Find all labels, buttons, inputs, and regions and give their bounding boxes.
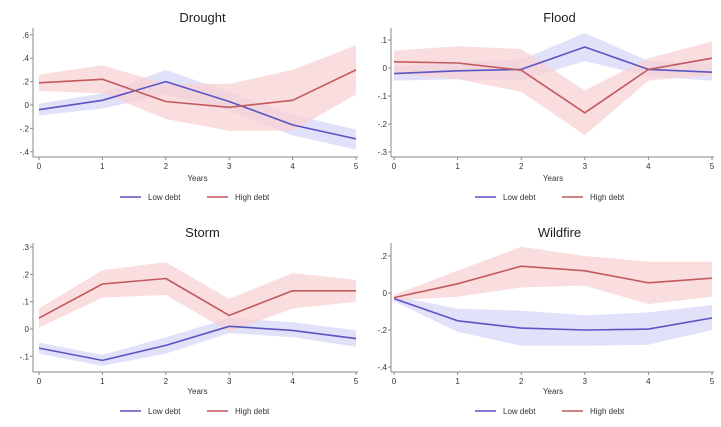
x-tick-label: 0: [37, 162, 42, 171]
x-axis-label: Years: [187, 174, 207, 183]
chart-title: Wildfire: [538, 225, 581, 240]
y-tick-label: .2: [22, 78, 29, 87]
ci-band-high-debt: [394, 246, 712, 305]
x-axis-label: Years: [543, 174, 563, 183]
series-line-low-debt: [38, 80, 357, 140]
legend: Low debt High debt: [475, 193, 625, 202]
x-tick-label: 5: [354, 377, 359, 386]
y-tick-label: -.3: [378, 148, 388, 157]
y-tick-label: -.4: [20, 148, 30, 157]
chart-title: Flood: [543, 10, 576, 25]
series-line-low-debt: [393, 297, 713, 331]
x-tick-label: 3: [583, 377, 588, 386]
series-line-high-debt: [393, 57, 713, 114]
legend-label-high-debt: High debt: [235, 407, 270, 416]
x-tick-label: 5: [354, 162, 359, 171]
x-tick-label: 4: [290, 162, 295, 171]
y-tick-label: -.1: [378, 92, 388, 101]
ci-band-high-debt: [39, 45, 356, 131]
x-tick-label: 5: [710, 377, 715, 386]
chart-title: Storm: [185, 225, 220, 240]
x-tick-label: 0: [37, 377, 42, 386]
panel-wildfire: Wildfire .2 0 -.2 -.4 0 1 2 3 4 5 Years Low debt High…: [378, 225, 715, 416]
x-tick-label: 3: [227, 377, 232, 386]
x-tick-label: 5: [710, 162, 715, 171]
series-line-high-debt: [38, 277, 356, 319]
ci-band-low-debt: [39, 318, 356, 366]
y-tick-label: -.2: [378, 326, 388, 335]
legend-label-low-debt: Low debt: [503, 193, 536, 202]
series-line-high-debt: [393, 265, 713, 299]
y-tick-label: -.4: [378, 363, 388, 372]
x-tick-label: 4: [646, 377, 651, 386]
series-line-low-debt: [393, 46, 713, 75]
x-tick-label: 1: [100, 162, 105, 171]
x-axis-label: Years: [543, 387, 563, 396]
x-tick-label: 2: [519, 162, 524, 171]
legend: Low debt High debt: [120, 407, 270, 416]
panel-drought: Drought .6 .4 .2 0 -.2 -.4 0 1 2 3 4 5 Years Low debt H…: [20, 10, 359, 202]
x-tick-label: 2: [519, 377, 524, 386]
series-line-low-debt: [38, 325, 357, 362]
x-tick-label: 1: [455, 162, 460, 171]
legend-label-high-debt: High debt: [590, 407, 625, 416]
legend: Low debt High debt: [120, 193, 270, 202]
legend-label-low-debt: Low debt: [148, 193, 181, 202]
x-tick-label: 1: [100, 377, 105, 386]
x-tick-label: 0: [392, 377, 397, 386]
x-tick-label: 2: [164, 162, 169, 171]
x-tick-label: 3: [227, 162, 232, 171]
x-tick-label: 2: [164, 377, 169, 386]
y-tick-label: .3: [22, 243, 29, 252]
y-tick-label: .6: [22, 31, 29, 40]
series-line-high-debt: [38, 69, 357, 109]
legend: Low debt High debt: [475, 407, 625, 416]
legend-label-low-debt: Low debt: [503, 407, 536, 416]
y-tick-label: .4: [22, 54, 29, 63]
panel-storm: Storm .3 .2 .1 0 -.1 0 1 2 3 4 5 Years Low debt High d…: [20, 225, 359, 416]
y-tick-label: .2: [380, 252, 387, 261]
y-tick-label: 0: [25, 325, 30, 334]
ci-band-low-debt: [394, 295, 712, 346]
legend-label-low-debt: Low debt: [148, 407, 181, 416]
x-tick-label: 0: [392, 162, 397, 171]
legend-label-high-debt: High debt: [235, 193, 270, 202]
y-tick-label: 0: [383, 64, 388, 73]
x-tick-label: 4: [290, 377, 295, 386]
panel-flood: Flood .1 0 -.1 -.2 -.3 0 1 2 3 4 5 Years Low debt High…: [378, 10, 715, 202]
x-tick-label: 1: [455, 377, 460, 386]
chart-title: Drought: [179, 10, 226, 25]
y-tick-label: 0: [25, 101, 30, 110]
y-tick-label: .1: [22, 298, 29, 307]
y-tick-label: 0: [383, 289, 388, 298]
y-tick-label: -.1: [20, 352, 30, 361]
x-tick-label: 3: [583, 162, 588, 171]
x-axis-label: Years: [187, 387, 207, 396]
y-tick-label: .2: [22, 270, 29, 279]
legend-label-high-debt: High debt: [590, 193, 625, 202]
y-tick-label: .1: [380, 36, 387, 45]
x-tick-label: 4: [646, 162, 651, 171]
y-tick-label: -.2: [378, 120, 388, 129]
y-tick-label: -.2: [20, 124, 30, 133]
